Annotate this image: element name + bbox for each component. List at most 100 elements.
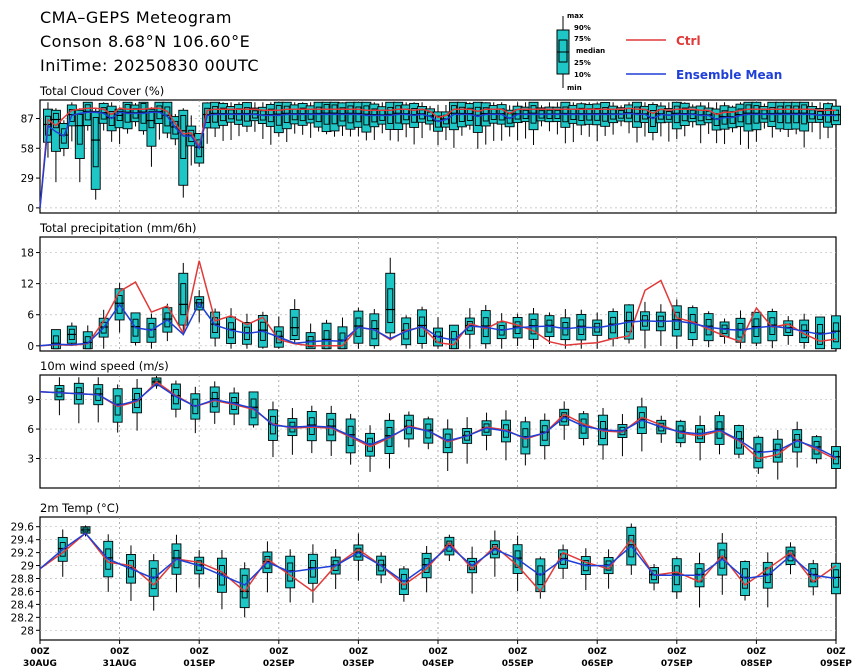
x-tick-date: 02SEP <box>263 659 295 669</box>
ens-box <box>656 415 667 443</box>
ens-box <box>365 425 375 472</box>
x-tick-hour: 00Z <box>588 647 608 657</box>
ens-box <box>481 412 492 451</box>
x-tick-hour: 00Z <box>508 647 528 657</box>
y-tick-label: 29 <box>21 561 34 573</box>
ens-box <box>617 414 628 457</box>
ens-box <box>719 318 730 344</box>
ens-box <box>640 301 650 349</box>
y-tick-label: 6 <box>27 310 34 322</box>
ens-box <box>501 410 511 461</box>
legend-box-glyph: max 90% 75% median 25% 10% min <box>556 12 666 92</box>
ens-box <box>520 416 531 466</box>
panel-title-3: 2m Temp (°C) <box>40 501 119 515</box>
ens-box <box>146 313 157 349</box>
ens-box <box>262 541 273 593</box>
ens-box <box>717 533 728 595</box>
ens-box <box>489 530 500 577</box>
ens-box <box>649 563 660 591</box>
y-tick-label: 28.4 <box>11 599 35 611</box>
ens-box <box>114 107 125 145</box>
ens-box <box>194 550 205 588</box>
ens-box <box>50 329 61 350</box>
y-tick-label: 6 <box>27 424 34 436</box>
x-tick-date: 07SEP <box>661 659 693 669</box>
panel-title-1: Total precipitation (mm/6h) <box>39 221 196 235</box>
ens-box <box>132 378 143 431</box>
ens-box <box>831 309 841 350</box>
ens-box <box>337 317 348 350</box>
ens-box <box>178 262 189 336</box>
x-tick-hour: 00Z <box>349 647 369 657</box>
y-tick-label: 29.4 <box>11 535 35 547</box>
ens-box <box>385 257 396 341</box>
ens-box <box>242 313 252 349</box>
ctrl-line-1 <box>39 260 837 347</box>
x-tick-hour: 00Z <box>110 647 130 657</box>
panel-2: 10m wind speed (m/s) 3 6 9 <box>27 359 841 489</box>
meteogram-title: CMA–GEPS Meteogram <box>40 8 232 27</box>
init-time-label: IniTime: 20250830 00UTC <box>40 56 260 75</box>
legend-ctrl-label: Ctrl <box>676 34 701 48</box>
ens-box <box>268 401 278 458</box>
ens-box <box>273 316 284 349</box>
panel-1: Total precipitation (mm/6h) 0 6 12 18 <box>21 221 841 353</box>
y-tick-label: 9 <box>27 395 34 407</box>
y-tick-label: 29 <box>21 173 34 185</box>
location-label: Conson 8.68°N 106.60°E <box>40 32 251 51</box>
y-tick-label: 12 <box>21 279 34 291</box>
x-tick-date: 09SEP <box>820 659 852 669</box>
ens-box <box>608 308 619 347</box>
x-tick-date: 04SEP <box>422 659 454 669</box>
mean-line-3 <box>39 532 837 586</box>
panel-3: 2m Temp (°C) 2828.228.428.628.82929.229.4… <box>11 501 841 641</box>
ens-box <box>194 290 205 323</box>
x-tick-hour: 00Z <box>428 647 448 657</box>
ens-box <box>512 313 523 347</box>
y-tick-label: 28.2 <box>11 612 34 624</box>
mean-line-0 <box>39 111 836 208</box>
ens-box <box>226 308 236 349</box>
ens-box <box>209 381 220 424</box>
legend-mean-label: Ensemble Mean <box>676 68 783 82</box>
ens-box <box>467 546 478 594</box>
legend-box-label-2: 75% <box>574 35 591 43</box>
y-tick-label: 29.2 <box>11 548 34 560</box>
ens-box <box>80 525 91 537</box>
legend-box-label-0: max <box>567 12 584 20</box>
x-tick-date: 31AUG <box>103 659 137 669</box>
ens-box <box>190 386 201 434</box>
ens-box <box>321 319 332 350</box>
ens-box <box>54 377 65 416</box>
ens-box <box>146 107 157 167</box>
ens-box <box>289 299 300 344</box>
legend-box-label-3: median <box>576 47 605 55</box>
ens-box <box>578 411 589 446</box>
panel-0: Total Cloud Cover (%) 0 29 58 87 <box>21 84 841 215</box>
ens-box <box>326 405 337 456</box>
y-tick-label: 28 <box>21 625 34 637</box>
x-tick-date: 30AUG <box>23 659 57 669</box>
x-tick-hour: 00Z <box>190 647 210 657</box>
ens-box <box>671 556 682 599</box>
ens-box <box>353 533 364 581</box>
mean-line-2 <box>39 382 837 459</box>
ens-box <box>655 304 666 346</box>
ens-box <box>210 308 221 347</box>
x-tick-date: 08SEP <box>741 659 773 669</box>
ens-box <box>93 377 104 423</box>
ens-box <box>239 562 250 618</box>
ens-box <box>442 419 453 471</box>
ens-box <box>66 322 77 346</box>
ens-box <box>815 316 826 350</box>
y-tick-label: 87 <box>21 113 34 125</box>
ens-box <box>767 308 778 349</box>
x-tick-date: 05SEP <box>502 659 534 669</box>
x-tick-hour: 00Z <box>667 647 687 657</box>
ens-box <box>229 387 240 426</box>
ens-box <box>287 408 298 455</box>
y-tick-label: 58 <box>21 143 34 155</box>
ens-box <box>528 308 539 349</box>
x-tick-hour: 00Z <box>747 647 767 657</box>
